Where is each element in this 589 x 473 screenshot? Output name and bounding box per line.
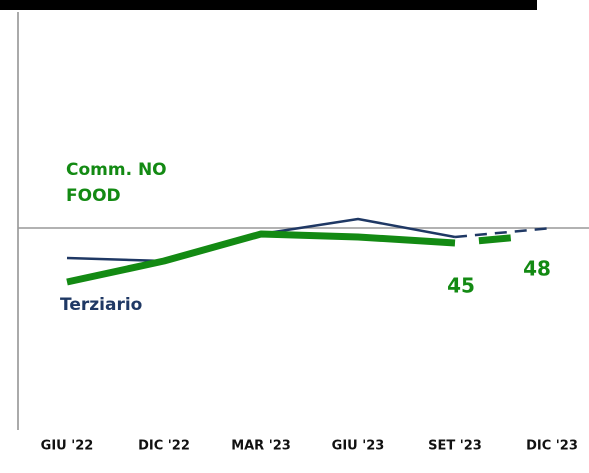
x-tick-label: DIC '22: [138, 439, 190, 454]
series-line-dashed: [454, 230, 553, 247]
x-tick-label: SET '23: [428, 439, 482, 454]
x-tick-label: GIU '22: [41, 439, 94, 454]
data-label: 48: [523, 257, 551, 281]
series-line: [66, 230, 456, 286]
x-tick-label: MAR '23: [231, 439, 291, 454]
x-tick-label: DIC '23: [526, 439, 578, 454]
series-label: Terziario: [60, 295, 143, 315]
top-bar: [0, 0, 537, 10]
series-label: Comm. NO FOOD: [66, 160, 167, 206]
data-label: 45: [447, 274, 475, 298]
series-line-dashed: [454, 226, 553, 239]
x-tick-label: GIU '23: [332, 439, 385, 454]
